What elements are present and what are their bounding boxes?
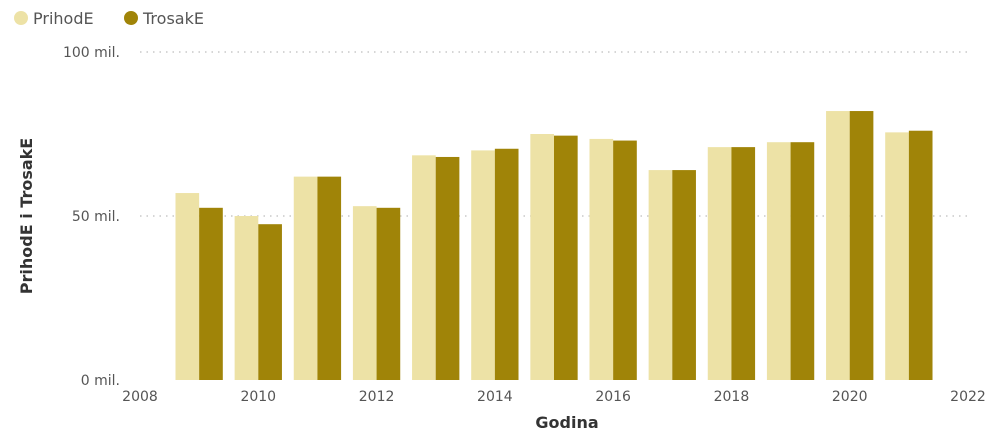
x-tick-label: 2012	[359, 389, 395, 405]
bar-trosake-2021[interactable]	[908, 130, 933, 380]
bar-trosake-2013[interactable]	[435, 156, 460, 380]
bar-trosake-2020[interactable]	[849, 111, 874, 380]
x-tick-label: 2008	[122, 389, 158, 405]
bar-prihode-2010[interactable]	[234, 216, 259, 380]
bar-trosake-2016[interactable]	[613, 140, 637, 380]
x-tick-label: 2014	[477, 389, 513, 405]
bar-trosake-2011[interactable]	[317, 176, 342, 380]
x-axis-title: Godina	[535, 413, 598, 432]
legend-label-trosake[interactable]: TrosakE	[142, 9, 204, 28]
x-axis: 2008 2010 2012 2014 2016 2018 2020 2022	[122, 389, 986, 405]
x-tick-label: 2018	[714, 389, 750, 405]
bar-trosake-2015[interactable]	[554, 135, 578, 380]
bar-trosake-2017[interactable]	[672, 170, 696, 380]
bar-prihode-2021[interactable]	[885, 132, 909, 380]
y-tick-label: 0 mil.	[81, 373, 120, 389]
bar-trosake-2009[interactable]	[199, 207, 223, 380]
bar-prihode-2015[interactable]	[530, 134, 554, 380]
legend-label-prihode[interactable]: PrihodE	[33, 9, 94, 28]
bar-prihode-2018[interactable]	[707, 147, 732, 380]
bar-trosake-2014[interactable]	[494, 148, 519, 380]
legend: PrihodE TrosakE	[14, 9, 204, 28]
y-axis: 0 mil. 50 mil. 100 mil.	[63, 45, 120, 389]
bar-trosake-2010[interactable]	[258, 224, 282, 380]
y-tick-label: 50 mil.	[72, 209, 120, 225]
bar-prihode-2014[interactable]	[471, 150, 495, 380]
bar-prihode-2019[interactable]	[766, 142, 791, 380]
bar-trosake-2012[interactable]	[376, 207, 401, 380]
bar-trosake-2018[interactable]	[731, 147, 756, 380]
legend-swatch-trosake[interactable]	[124, 11, 138, 25]
y-axis-title: PrihodE i TrosakE	[17, 138, 36, 294]
bar-prihode-2009[interactable]	[175, 193, 200, 380]
bar-trosake-2019[interactable]	[790, 142, 815, 380]
x-tick-label: 2010	[240, 389, 276, 405]
x-tick-label: 2020	[832, 389, 868, 405]
bar-prihode-2016[interactable]	[589, 138, 614, 380]
legend-swatch-prihode[interactable]	[14, 11, 28, 25]
bar-prihode-2017[interactable]	[648, 170, 673, 380]
bar-prihode-2011[interactable]	[293, 176, 318, 380]
x-tick-label: 2016	[595, 389, 631, 405]
bars	[175, 111, 933, 380]
bar-prihode-2012[interactable]	[352, 206, 377, 380]
bar-prihode-2013[interactable]	[412, 155, 436, 380]
y-tick-label: 100 mil.	[63, 45, 120, 61]
x-tick-label: 2022	[950, 389, 986, 405]
bar-prihode-2020[interactable]	[826, 111, 850, 380]
